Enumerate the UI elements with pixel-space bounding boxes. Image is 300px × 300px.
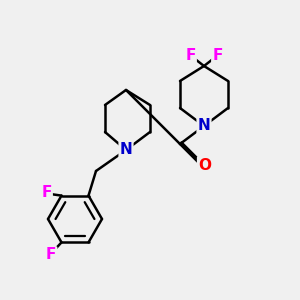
Text: F: F bbox=[41, 185, 52, 200]
Text: N: N bbox=[120, 142, 132, 158]
Text: F: F bbox=[46, 248, 56, 262]
Text: N: N bbox=[198, 118, 210, 134]
Text: F: F bbox=[212, 48, 223, 63]
Text: F: F bbox=[185, 48, 196, 63]
Text: O: O bbox=[198, 158, 211, 172]
